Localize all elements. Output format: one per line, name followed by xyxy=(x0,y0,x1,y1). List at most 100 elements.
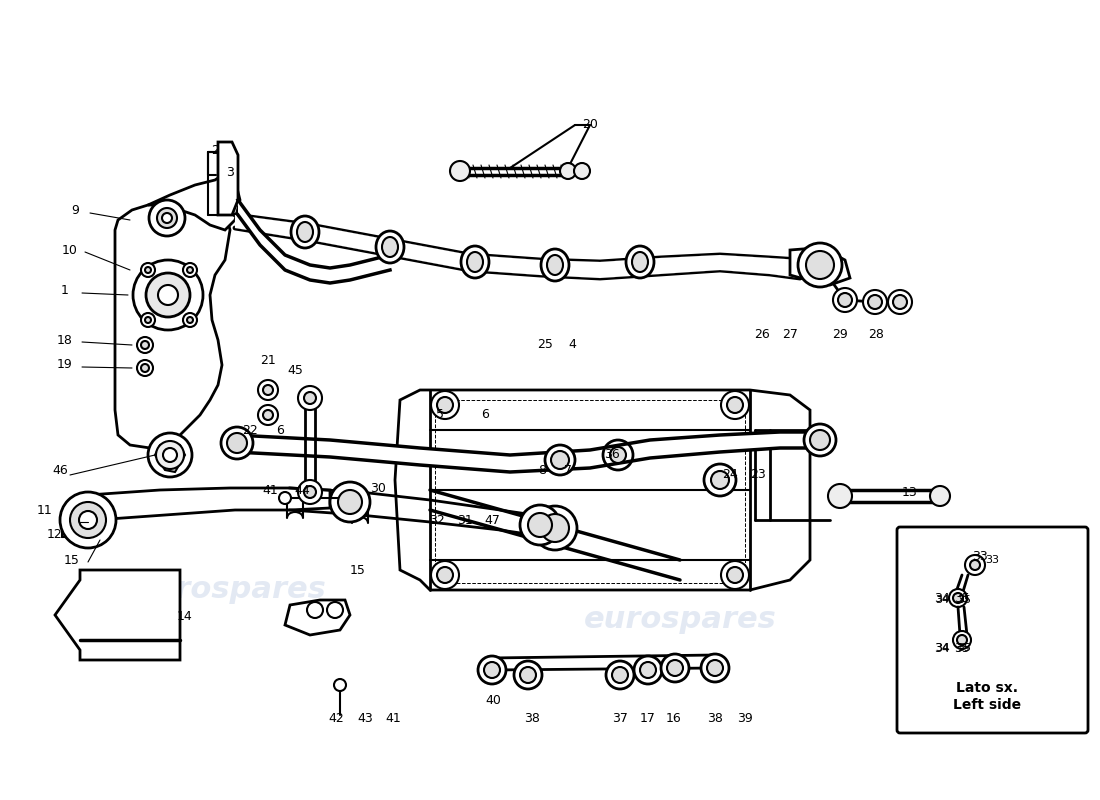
Circle shape xyxy=(263,410,273,420)
Circle shape xyxy=(60,492,116,548)
Text: 12: 12 xyxy=(47,529,63,542)
Circle shape xyxy=(701,654,729,682)
Text: 36: 36 xyxy=(604,449,620,462)
Circle shape xyxy=(612,667,628,683)
Text: 24: 24 xyxy=(722,469,738,482)
Circle shape xyxy=(183,263,197,277)
Text: 20: 20 xyxy=(582,118,598,131)
Bar xyxy=(434,400,745,583)
Polygon shape xyxy=(55,570,180,660)
Text: 38: 38 xyxy=(707,711,723,725)
Text: 31: 31 xyxy=(458,514,473,526)
Circle shape xyxy=(258,380,278,400)
Circle shape xyxy=(162,213,172,223)
Text: 34: 34 xyxy=(935,595,949,605)
Polygon shape xyxy=(395,390,810,590)
Circle shape xyxy=(828,484,852,508)
Ellipse shape xyxy=(376,231,404,263)
Text: 19: 19 xyxy=(57,358,73,371)
Circle shape xyxy=(157,208,177,228)
Text: 13: 13 xyxy=(902,486,917,498)
Text: 32: 32 xyxy=(429,514,444,526)
Text: 5: 5 xyxy=(436,409,444,422)
Text: 15: 15 xyxy=(64,554,80,566)
Circle shape xyxy=(163,448,177,462)
Circle shape xyxy=(888,290,912,314)
Circle shape xyxy=(478,656,506,684)
Circle shape xyxy=(965,555,985,575)
Polygon shape xyxy=(116,195,230,448)
Text: eurospares: eurospares xyxy=(584,606,777,634)
Text: 40: 40 xyxy=(485,694,501,706)
Circle shape xyxy=(606,661,634,689)
Circle shape xyxy=(720,561,749,589)
Circle shape xyxy=(187,317,192,323)
Circle shape xyxy=(338,490,362,514)
Circle shape xyxy=(868,295,882,309)
Circle shape xyxy=(520,667,536,683)
Circle shape xyxy=(431,391,459,419)
Text: 22: 22 xyxy=(242,423,257,437)
Circle shape xyxy=(514,661,542,689)
Circle shape xyxy=(711,471,729,489)
Circle shape xyxy=(610,447,626,463)
Circle shape xyxy=(298,386,322,410)
Text: 44: 44 xyxy=(294,483,310,497)
Circle shape xyxy=(327,602,343,618)
Circle shape xyxy=(145,317,151,323)
Text: 27: 27 xyxy=(782,329,797,342)
Circle shape xyxy=(833,288,857,312)
Circle shape xyxy=(957,635,967,645)
Text: 35: 35 xyxy=(954,591,970,605)
Polygon shape xyxy=(390,240,470,270)
Circle shape xyxy=(138,360,153,376)
Circle shape xyxy=(158,285,178,305)
Circle shape xyxy=(141,313,155,327)
Ellipse shape xyxy=(541,249,569,281)
Text: 9: 9 xyxy=(72,203,79,217)
Text: 34: 34 xyxy=(935,643,949,653)
Text: 1: 1 xyxy=(62,283,69,297)
Circle shape xyxy=(437,567,453,583)
Circle shape xyxy=(640,662,656,678)
Circle shape xyxy=(141,263,155,277)
Circle shape xyxy=(953,593,962,603)
Text: 34: 34 xyxy=(934,642,950,654)
Polygon shape xyxy=(88,488,330,520)
Text: 3: 3 xyxy=(227,166,234,178)
Text: eurospares: eurospares xyxy=(504,386,696,414)
Circle shape xyxy=(187,267,192,273)
Polygon shape xyxy=(470,255,540,275)
Text: 15: 15 xyxy=(350,563,366,577)
Circle shape xyxy=(145,267,151,273)
Ellipse shape xyxy=(632,252,648,272)
Polygon shape xyxy=(235,432,820,472)
Circle shape xyxy=(334,679,346,691)
Circle shape xyxy=(133,260,204,330)
Circle shape xyxy=(864,290,887,314)
Text: 11: 11 xyxy=(37,503,53,517)
Circle shape xyxy=(661,654,689,682)
Circle shape xyxy=(70,502,106,538)
Text: 2: 2 xyxy=(211,143,219,157)
Circle shape xyxy=(279,492,292,504)
Circle shape xyxy=(667,660,683,676)
Circle shape xyxy=(450,161,470,181)
Text: 21: 21 xyxy=(260,354,276,366)
Text: 41: 41 xyxy=(385,711,400,725)
Polygon shape xyxy=(235,215,310,240)
Text: 37: 37 xyxy=(612,711,628,725)
Polygon shape xyxy=(155,445,185,472)
Ellipse shape xyxy=(461,246,490,278)
Circle shape xyxy=(551,451,569,469)
Ellipse shape xyxy=(382,237,398,257)
Text: Left side: Left side xyxy=(953,698,1021,712)
Circle shape xyxy=(484,662,500,678)
Text: 23: 23 xyxy=(750,469,766,482)
Circle shape xyxy=(258,405,278,425)
Circle shape xyxy=(307,602,323,618)
Circle shape xyxy=(603,440,632,470)
Text: 42: 42 xyxy=(328,711,344,725)
Circle shape xyxy=(810,430,830,450)
Circle shape xyxy=(970,560,980,570)
